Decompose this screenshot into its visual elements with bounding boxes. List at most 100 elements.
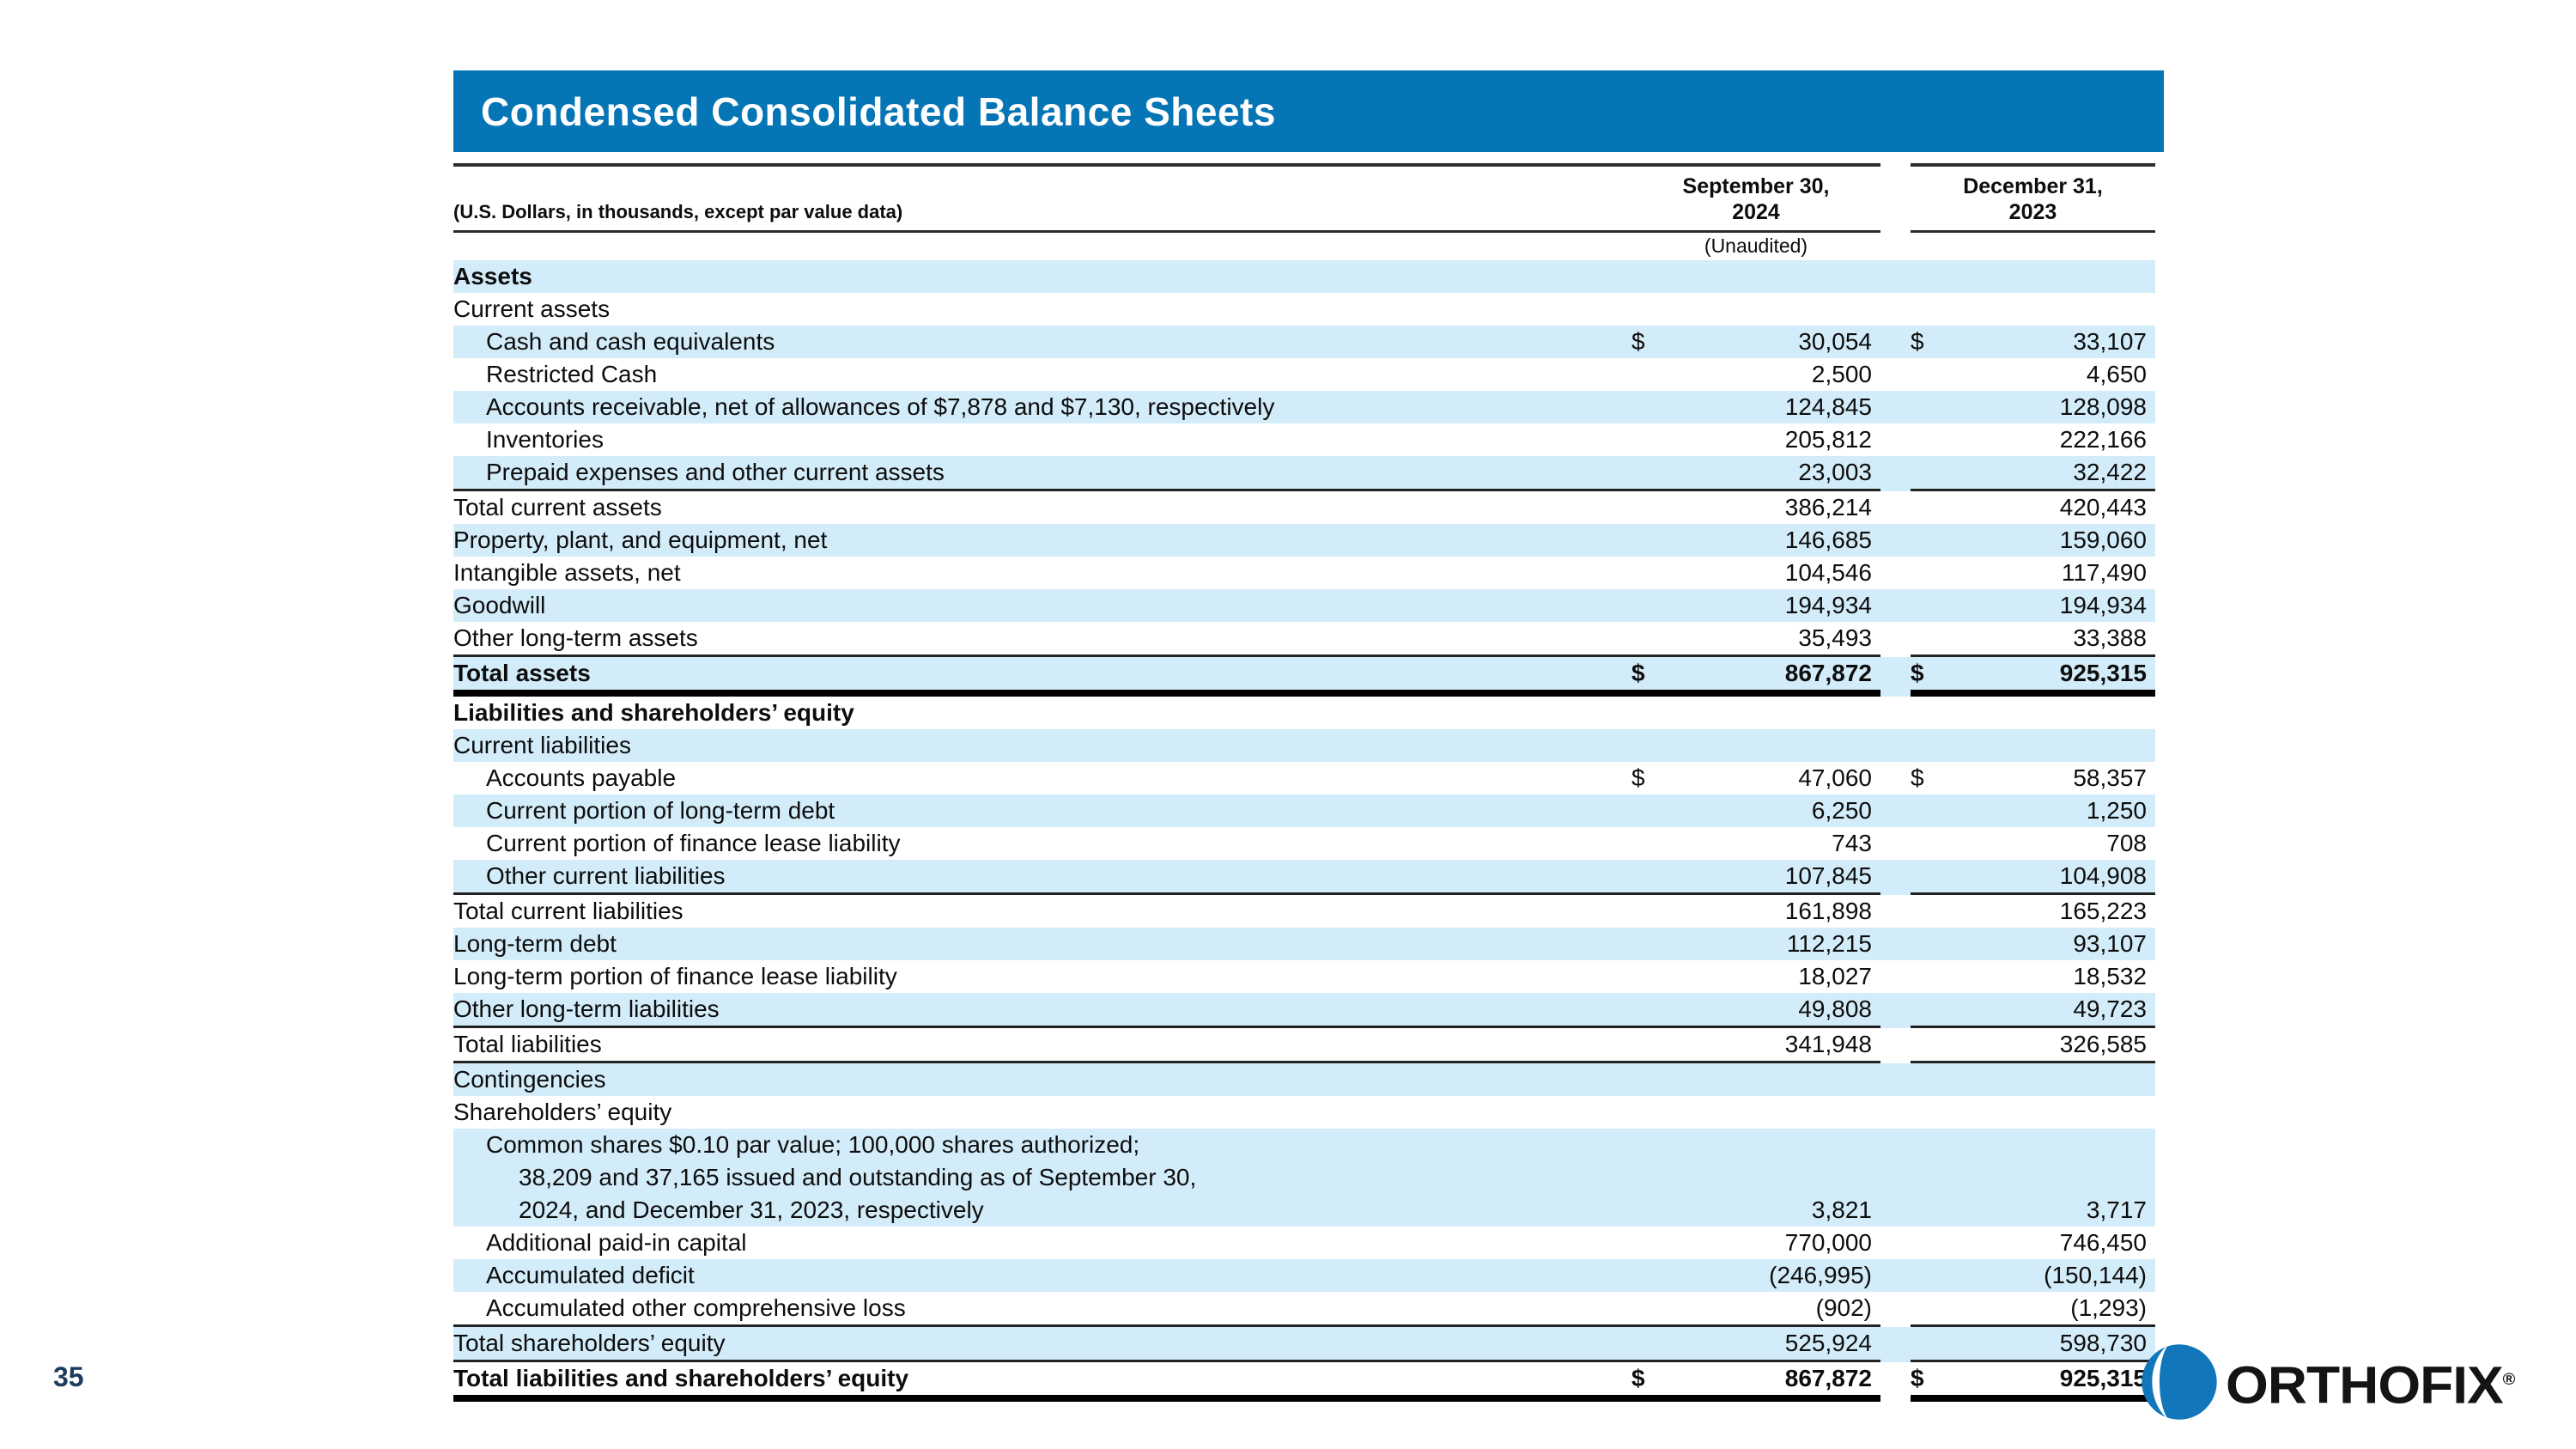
row-label: Accounts payable xyxy=(486,764,677,791)
row-right-segment: 18,532 xyxy=(1911,960,2155,993)
value-dec-2023: 420,443 xyxy=(2059,494,2147,521)
row-left-segment: Total assets $867,872 xyxy=(453,657,1880,697)
orthofix-wordmark: ORTHOFIX® xyxy=(2226,1342,2515,1422)
unaudited-row: (Unaudited) xyxy=(453,233,2155,260)
table-row: Restricted Cash 2,500 4,650 xyxy=(453,358,2155,391)
value-dec-2023: 326,585 xyxy=(2059,1031,2147,1057)
row-column-gap xyxy=(1880,729,1911,762)
value-sep-2024: 23,003 xyxy=(1798,459,1872,485)
value-dec-2023: 49,723 xyxy=(2073,995,2147,1022)
row-left-segment: Accumulated other comprehensive loss (902… xyxy=(453,1292,1880,1327)
unaudited-label: (Unaudited) xyxy=(1704,234,1808,257)
row-left-segment: Prepaid expenses and other current asset… xyxy=(453,456,1880,491)
row-right-segment: 222,166 xyxy=(1911,423,2155,456)
value-dec-2023: (150,144) xyxy=(2044,1262,2147,1288)
row-label: Liabilities and shareholders’ equity xyxy=(453,699,854,726)
value-dec-2023: 3,717 xyxy=(2086,1196,2147,1223)
row-label: Total liabilities xyxy=(453,1031,602,1057)
table-row: Accumulated deficit (246,995) (150,144) xyxy=(453,1259,2155,1292)
row-column-gap xyxy=(1880,928,1911,960)
table-row: Contingencies xyxy=(453,1063,2155,1096)
value-sep-2024: (902) xyxy=(1815,1294,1872,1321)
row-column-gap xyxy=(1880,358,1911,391)
row-left-segment: Intangible assets, net 104,546 xyxy=(453,557,1880,589)
value-sep-2024: 867,872 xyxy=(1784,1365,1872,1391)
row-label: Other current liabilities xyxy=(486,862,726,889)
value-sep-2024: 6,250 xyxy=(1811,797,1872,824)
row-label: Accounts receivable, net of allowances o… xyxy=(486,393,1275,420)
row-right-segment: 326,585 xyxy=(1911,1028,2155,1063)
value-sep-2024: 386,214 xyxy=(1784,494,1872,521)
table-row: Total current assets 386,214 420,443 xyxy=(453,491,2155,524)
row-label: Current portion of finance lease liabili… xyxy=(486,830,901,856)
row-left-segment: Restricted Cash 2,500 xyxy=(453,358,1880,391)
row-label: Prepaid expenses and other current asset… xyxy=(486,459,945,485)
row-right-segment: 746,450 xyxy=(1911,1227,2155,1259)
row-label: Inventories xyxy=(486,426,604,453)
row-column-gap xyxy=(1880,326,1911,358)
row-right-segment: $925,315 xyxy=(1911,1362,2155,1402)
row-column-gap xyxy=(1880,1227,1911,1259)
row-column-gap xyxy=(1880,993,1911,1028)
value-sep-2024: 30,054 xyxy=(1798,328,1872,355)
table-row: Long-term portion of finance lease liabi… xyxy=(453,960,2155,993)
value-sep-2024: 205,812 xyxy=(1784,426,1872,453)
row-column-gap xyxy=(1880,762,1911,795)
row-right-segment: $33,107 xyxy=(1911,326,2155,358)
row-column-gap xyxy=(1880,1292,1911,1327)
value-dec-2023: 104,908 xyxy=(2059,862,2147,889)
header-column-gap xyxy=(1880,163,1911,233)
row-left-segment: Common shares $0.10 par value; 100,000 s… xyxy=(453,1129,1880,1161)
row-right-segment: 104,908 xyxy=(1911,860,2155,895)
row-column-gap xyxy=(1880,1259,1911,1292)
dollar-sign: $ xyxy=(1911,660,1924,686)
row-left-segment: Current assets xyxy=(453,293,1880,326)
row-column-gap xyxy=(1880,524,1911,557)
row-right-segment: 598,730 xyxy=(1911,1327,2155,1362)
row-right-segment: (1,293) xyxy=(1911,1292,2155,1327)
table-row: Prepaid expenses and other current asset… xyxy=(453,456,2155,491)
row-left-segment: Total current assets 386,214 xyxy=(453,491,1880,524)
table-row: Current portion of finance lease liabili… xyxy=(453,827,2155,860)
value-sep-2024: 124,845 xyxy=(1784,393,1872,420)
row-label: Goodwill xyxy=(453,592,546,618)
dollar-sign: $ xyxy=(1631,764,1645,791)
column-header-line2: 2024 xyxy=(1732,200,1780,224)
row-label: Additional paid-in capital xyxy=(486,1229,747,1256)
value-sep-2024: 3,821 xyxy=(1811,1196,1872,1223)
table-row: Total shareholders’ equity 525,924 598,730 xyxy=(453,1327,2155,1362)
value-sep-2024: 341,948 xyxy=(1784,1031,1872,1057)
row-label: Other long-term liabilities xyxy=(453,995,720,1022)
value-dec-2023: 117,490 xyxy=(2061,559,2147,586)
table-row: Other current liabilities 107,845 104,908 xyxy=(453,860,2155,895)
row-left-segment: Accumulated deficit (246,995) xyxy=(453,1259,1880,1292)
dollar-sign: $ xyxy=(1631,660,1645,686)
table-row: Current liabilities xyxy=(453,729,2155,762)
table-row: Common shares $0.10 par value; 100,000 s… xyxy=(453,1129,2155,1161)
row-label: Contingencies xyxy=(453,1066,606,1093)
value-sep-2024: 867,872 xyxy=(1784,660,1872,686)
dollar-sign: $ xyxy=(1911,764,1924,791)
row-left-segment: Current portion of finance lease liabili… xyxy=(453,827,1880,860)
row-right-segment xyxy=(1911,729,2155,762)
row-left-segment: Property, plant, and equipment, net 146,6… xyxy=(453,524,1880,557)
row-label: Accumulated other comprehensive loss xyxy=(486,1294,906,1321)
row-column-gap xyxy=(1880,895,1911,928)
row-label: 2024, and December 31, 2023, respectivel… xyxy=(519,1196,984,1223)
table-row: Total liabilities 341,948 326,585 xyxy=(453,1028,2155,1063)
table-row: 2024, and December 31, 2023, respectivel… xyxy=(453,1194,2155,1227)
row-right-segment: 128,098 xyxy=(1911,391,2155,423)
row-right-segment: 93,107 xyxy=(1911,928,2155,960)
table-row: Additional paid-in capital 770,000 746,450 xyxy=(453,1227,2155,1259)
row-label: Total assets xyxy=(453,660,591,686)
row-left-segment: Other current liabilities 107,845 xyxy=(453,860,1880,895)
dollar-sign: $ xyxy=(1911,328,1924,355)
value-sep-2024: 35,493 xyxy=(1798,624,1872,651)
value-dec-2023: 93,107 xyxy=(2073,930,2147,957)
row-right-segment: 4,650 xyxy=(1911,358,2155,391)
table-row: Property, plant, and equipment, net 146,6… xyxy=(453,524,2155,557)
row-left-segment: Other long-term assets 35,493 xyxy=(453,622,1880,657)
table-row: Cash and cash equivalents $30,054 $33,107 xyxy=(453,326,2155,358)
value-dec-2023: 925,315 xyxy=(2059,1365,2147,1391)
